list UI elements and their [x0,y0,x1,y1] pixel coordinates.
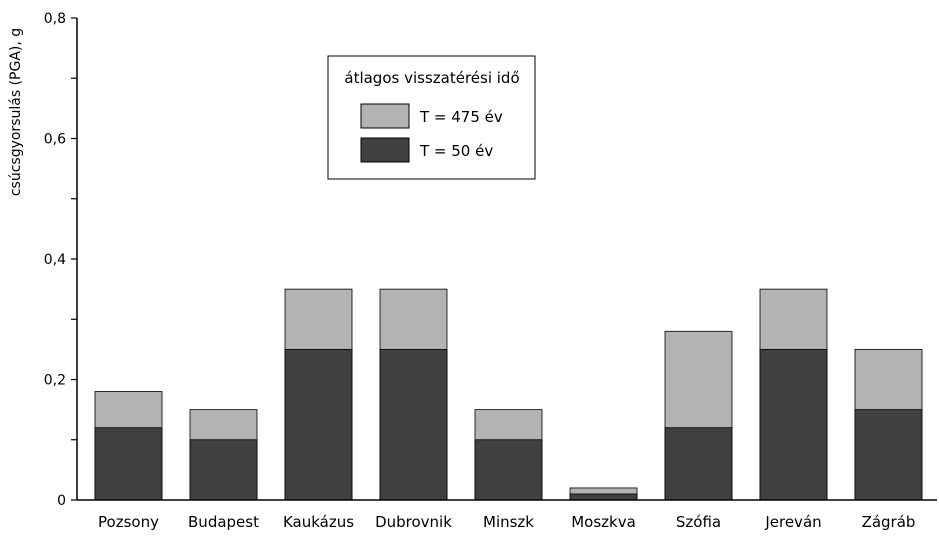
y-tick-label: 0,2 [44,373,66,389]
bar-t50-szofia [664,427,733,501]
bar-t50-minszk [474,439,543,501]
x-tick-label-kaukazus: Kaukázus [283,513,354,531]
y-tick-label: 0,4 [44,252,66,268]
x-tick-label-jerevan: Jereván [764,513,821,531]
y-axis-label: csúcsgyorsulás (PGA), g [8,28,24,196]
bar-t50-budapest [189,439,258,501]
y-ticks [71,17,77,501]
legend: átlagos visszatérési idő T = 475 év T = … [327,55,536,180]
x-tick-label-pozsony: Pozsony [98,513,159,531]
x-tick-label-dubrovnik: Dubrovnik [375,513,452,531]
y-tick-label: 0,8 [44,11,66,27]
bar-t50-pozsony [94,427,163,501]
bar-t50-zagrab [854,409,923,501]
bars [94,288,923,501]
legend-title: átlagos visszatérési idő [344,69,519,87]
x-tick-label-moszkva: Moszkva [571,513,636,531]
y-tick-label: 0 [57,493,66,509]
bar-t50-moszkva [569,493,638,501]
x-tick-label-zagrab: Zágráb [862,513,916,531]
x-tick-label-budapest: Budapest [188,513,259,531]
legend-swatch-t50 [360,137,410,163]
y-tick-label: 0,6 [44,132,66,148]
bar-t50-dubrovnik [379,348,448,501]
bar-t50-jerevan [759,348,828,501]
category-labels: Pozsony Budapest Kaukázus Dubrovnik Minszk Mo… [98,513,915,531]
legend-label-t475: T = 475 év [419,108,503,126]
x-tick-label-szofia: Szófia [676,513,721,531]
x-tick-label-minszk: Minszk [483,513,534,531]
legend-swatch-t475 [360,103,410,129]
y-tick-labels: 0 0,2 0,4 0,6 0,8 [44,11,66,509]
bar-t50-kaukazus [284,348,353,501]
legend-label-t50: T = 50 év [419,142,493,160]
